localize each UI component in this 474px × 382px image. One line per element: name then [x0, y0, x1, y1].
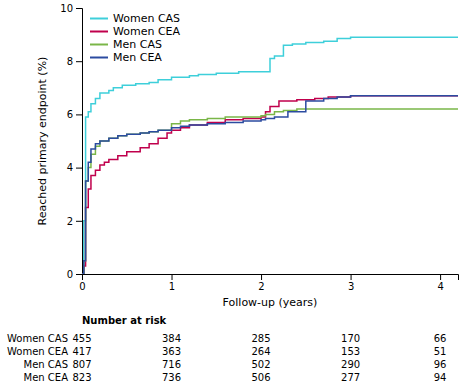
- risk-value: 170: [341, 333, 360, 344]
- y-tick-mark: [76, 8, 82, 9]
- legend-item: Women CAS: [90, 12, 180, 25]
- legend-label: Men CAS: [113, 38, 162, 51]
- x-tick-mark: [351, 274, 352, 280]
- risk-value: 51: [434, 346, 447, 357]
- y-tick: 2: [67, 216, 82, 227]
- x-tick-mark: [172, 274, 173, 280]
- risk-value: 823: [72, 372, 91, 382]
- risk-value: 506: [252, 372, 271, 382]
- y-tick: 4: [67, 162, 82, 173]
- legend-item: Women CEA: [90, 25, 181, 38]
- y-axis: 0 2 4 6 8 10: [60, 3, 82, 280]
- risk-value: 502: [252, 359, 271, 370]
- risk-value: 285: [252, 333, 271, 344]
- x-tick-label: 3: [348, 281, 354, 292]
- risk-value: 153: [341, 346, 360, 357]
- risk-value: 290: [341, 359, 360, 370]
- y-tick-mark: [76, 114, 82, 115]
- y-tick-mark: [76, 168, 82, 169]
- risk-value: 417: [72, 346, 91, 357]
- y-tick-mark: [76, 61, 82, 62]
- y-tick-label: 8: [67, 56, 73, 67]
- x-tick-label: 4: [437, 281, 443, 292]
- series-line: [82, 37, 458, 274]
- risk-value: 807: [72, 359, 91, 370]
- legend-item: Men CEA: [90, 51, 162, 64]
- y-tick-label: 10: [60, 3, 73, 14]
- risk-value: 455: [72, 333, 91, 344]
- x-tick-mark: [261, 274, 262, 280]
- y-tick: 6: [67, 109, 82, 120]
- series-line: [82, 96, 458, 274]
- risk-table: Number at risk Women CAS 455 384 285 170 66 Wom…: [7, 315, 446, 382]
- x-tick: 3: [348, 274, 354, 292]
- y-tick-label: 6: [67, 109, 73, 120]
- risk-row-label: Women CAS: [7, 333, 68, 344]
- x-tick: 4: [437, 274, 443, 292]
- risk-row-label: Men CEA: [24, 372, 69, 382]
- risk-value: 363: [162, 346, 181, 357]
- x-axis-title: Follow-up (years): [223, 296, 318, 309]
- risk-table-title: Number at risk: [82, 315, 167, 326]
- legend-label: Men CEA: [113, 51, 162, 64]
- legend-swatch: [90, 57, 108, 59]
- lines: [82, 37, 458, 274]
- legend-swatch: [90, 18, 108, 20]
- y-axis-line: [76, 9, 83, 275]
- risk-value: 66: [434, 333, 447, 344]
- x-tick: 2: [258, 274, 264, 292]
- y-tick-mark: [76, 274, 82, 275]
- plot-area: 0 1 2 3 4 0 2 4 6 8 10 Follow-up (years) Reached pri…: [7, 3, 459, 382]
- x-axis-line: [83, 275, 459, 281]
- risk-row-label: Men CAS: [24, 359, 68, 370]
- y-axis-title: Reached primary endpoint (%): [36, 57, 49, 226]
- y-tick-label: 4: [67, 162, 73, 173]
- x-tick-mark: [440, 274, 441, 280]
- chart: 0 1 2 3 4 0 2 4 6 8 10 Follow-up (years) Reached pri…: [0, 0, 474, 382]
- y-tick-label: 2: [67, 216, 73, 227]
- y-tick-label: 0: [67, 269, 73, 280]
- x-axis: 0 1 2 3 4: [79, 274, 458, 292]
- risk-value: 277: [341, 372, 360, 382]
- risk-value: 264: [252, 346, 271, 357]
- risk-value: 716: [162, 359, 181, 370]
- risk-value: 384: [162, 333, 181, 344]
- x-tick-label: 2: [258, 281, 264, 292]
- x-tick-label: 0: [79, 281, 85, 292]
- risk-row-label: Women CEA: [7, 346, 68, 357]
- legend-label: Women CEA: [113, 25, 181, 38]
- y-tick: 0: [67, 269, 82, 280]
- legend-swatch: [90, 31, 108, 33]
- legend-label: Women CAS: [113, 12, 180, 25]
- y-tick: 10: [60, 3, 82, 14]
- y-tick: 8: [67, 56, 82, 67]
- y-tick-mark: [76, 221, 82, 222]
- legend-item: Men CAS: [90, 38, 162, 51]
- risk-value: 736: [162, 372, 181, 382]
- legend-swatch: [90, 44, 108, 46]
- risk-value: 96: [434, 359, 447, 370]
- risk-value: 94: [434, 372, 447, 382]
- x-tick-label: 1: [169, 281, 175, 292]
- x-tick: 1: [169, 274, 175, 292]
- series-line: [82, 96, 458, 274]
- legend: Women CASWomen CEAMen CASMen CEA: [90, 12, 181, 64]
- x-tick: 0: [79, 274, 85, 292]
